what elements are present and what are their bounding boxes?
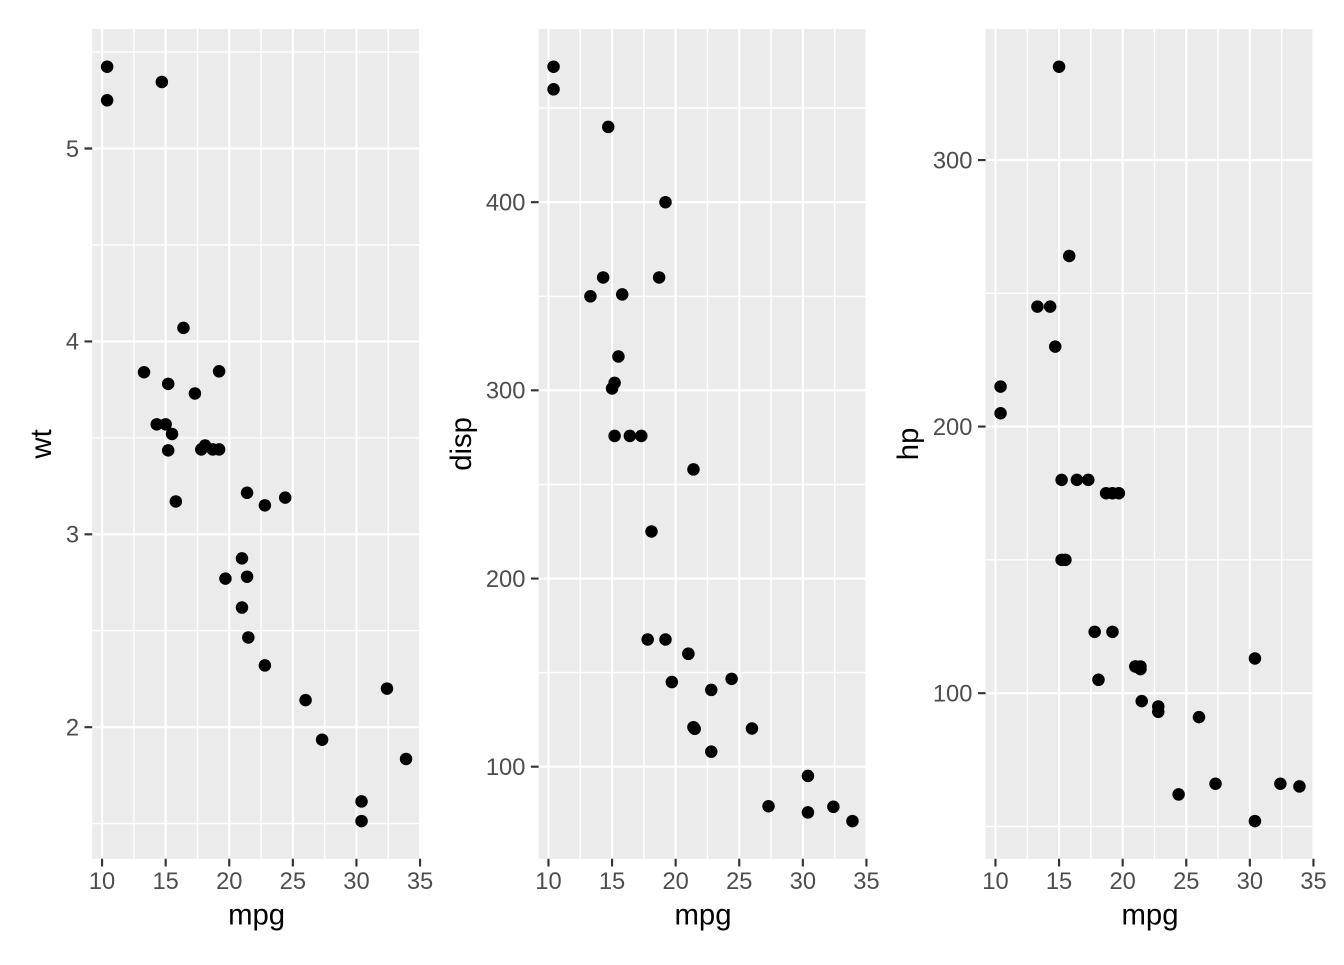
svg-text:200: 200 — [486, 567, 526, 593]
svg-text:100: 100 — [486, 755, 526, 781]
svg-text:hp: hp — [892, 428, 925, 461]
svg-text:15: 15 — [152, 869, 178, 895]
svg-text:300: 300 — [486, 379, 526, 405]
svg-text:30: 30 — [1237, 869, 1263, 895]
svg-text:35: 35 — [1300, 869, 1326, 895]
svg-text:25: 25 — [280, 869, 306, 895]
svg-text:400: 400 — [486, 191, 526, 217]
svg-text:2: 2 — [66, 715, 79, 741]
svg-text:4: 4 — [66, 330, 79, 356]
svg-text:25: 25 — [1173, 869, 1199, 895]
svg-text:mpg: mpg — [1122, 899, 1179, 932]
svg-text:20: 20 — [1109, 869, 1135, 895]
svg-text:mpg: mpg — [228, 899, 285, 932]
svg-text:30: 30 — [343, 869, 369, 895]
svg-text:100: 100 — [933, 681, 973, 707]
svg-text:35: 35 — [853, 869, 879, 895]
svg-text:15: 15 — [1046, 869, 1072, 895]
svg-text:3: 3 — [66, 523, 79, 549]
svg-text:30: 30 — [790, 869, 816, 895]
svg-text:wt: wt — [25, 429, 58, 459]
svg-text:300: 300 — [933, 148, 973, 174]
svg-text:15: 15 — [599, 869, 625, 895]
svg-text:35: 35 — [407, 869, 433, 895]
svg-text:mpg: mpg — [675, 899, 732, 932]
svg-text:10: 10 — [535, 869, 561, 895]
svg-text:disp: disp — [445, 417, 478, 471]
svg-text:5: 5 — [66, 137, 79, 163]
svg-text:25: 25 — [726, 869, 752, 895]
svg-text:10: 10 — [982, 869, 1008, 895]
svg-text:20: 20 — [662, 869, 688, 895]
svg-text:200: 200 — [933, 415, 973, 441]
svg-text:20: 20 — [216, 869, 242, 895]
svg-text:10: 10 — [89, 869, 115, 895]
